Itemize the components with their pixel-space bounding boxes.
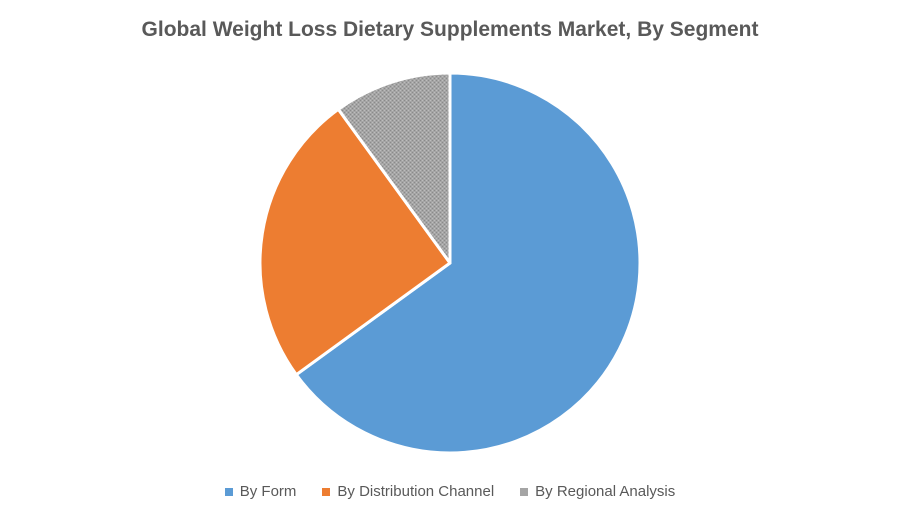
legend-item-regional-analysis: By Regional Analysis xyxy=(520,483,675,500)
slice-by-regional-analysis xyxy=(336,71,452,265)
chart-title: Global Weight Loss Dietary Supplements M… xyxy=(141,18,759,41)
slice-by-distribution-channel xyxy=(258,107,452,377)
legend-swatch-distribution-channel xyxy=(322,487,331,496)
legend-swatch-form xyxy=(224,487,233,496)
legend-item-distribution-channel: By Distribution Channel xyxy=(322,483,494,500)
pie-slices xyxy=(258,71,642,455)
legend-label-form: By Form xyxy=(239,483,297,500)
legend-label-regional-analysis: By Regional Analysis xyxy=(535,483,676,500)
legend-item-form: By Form xyxy=(224,483,297,500)
slice-by-form xyxy=(294,71,642,455)
legend: By Form By Distribution Channel By Regio… xyxy=(0,483,900,500)
legend-swatch-regional-analysis xyxy=(520,487,529,496)
legend-label-distribution-channel: By Distribution Channel xyxy=(337,483,495,500)
